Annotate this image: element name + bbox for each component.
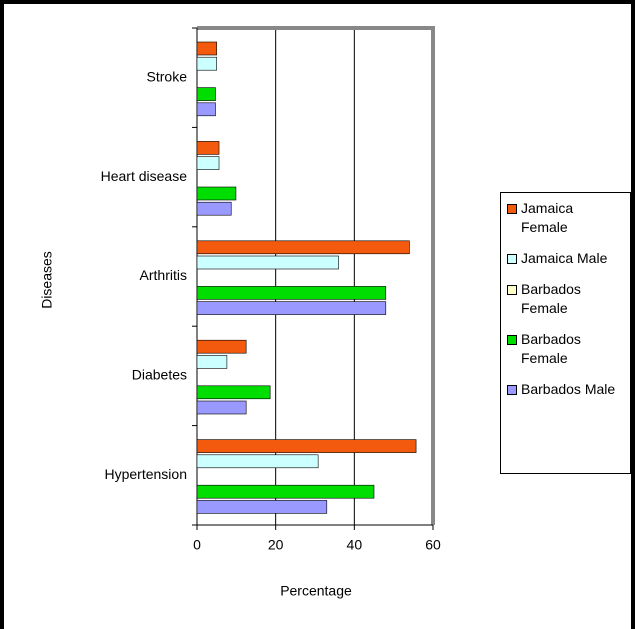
- y-tick-label: Heart disease: [101, 168, 188, 184]
- bar: [196, 355, 228, 369]
- legend-swatch: [507, 254, 517, 264]
- bar: [196, 385, 271, 400]
- x-tick-label: 40: [347, 537, 363, 553]
- x-axis-label: Percentage: [280, 583, 352, 599]
- bar: [196, 301, 387, 315]
- bar: [196, 87, 216, 101]
- bar: [196, 339, 247, 354]
- bar: [196, 286, 387, 300]
- legend-label: Jamaica Male: [521, 250, 608, 266]
- legend-label: Barbados Female: [521, 281, 581, 316]
- legend-item: Barbados Male: [505, 380, 626, 399]
- legend-swatch: [507, 335, 517, 345]
- plot-border: [197, 26, 435, 525]
- legend-item: Jamaica Female: [505, 199, 626, 237]
- bar: [196, 56, 217, 71]
- bar: [196, 454, 319, 469]
- bar: [196, 102, 216, 117]
- bar: [196, 240, 410, 255]
- legend-label: Jamaica Female: [521, 200, 574, 235]
- x-tick-label: 60: [425, 537, 441, 553]
- legend-item: Barbados Female: [505, 330, 626, 368]
- bar: [196, 484, 375, 499]
- y-tick-label: Diabetes: [132, 367, 187, 383]
- bar: [196, 500, 328, 514]
- legend-swatch: [507, 385, 517, 395]
- legend-label: Barbados Male: [521, 381, 616, 397]
- bar: [196, 400, 247, 415]
- y-axis-label: Diseases: [39, 251, 55, 309]
- legend-item: Jamaica Male: [505, 249, 626, 268]
- bar: [196, 186, 237, 201]
- bar: [196, 255, 339, 270]
- legend: Jamaica Female Jamaica Male Barbados Femal…: [500, 192, 631, 474]
- bar: [196, 439, 417, 453]
- legend-swatch: [507, 204, 517, 214]
- bar: [196, 141, 220, 155]
- legend-swatch: [507, 285, 517, 295]
- legend-item: Barbados Female: [505, 280, 626, 318]
- y-tick-label: Stroke: [147, 68, 188, 84]
- y-tick-label: Hypertension: [105, 466, 188, 482]
- bar: [196, 156, 220, 170]
- bar: [196, 201, 232, 216]
- y-tick-label: Arthritis: [140, 267, 187, 283]
- x-tick-label: 20: [268, 537, 284, 553]
- x-tick-label: 0: [193, 537, 201, 553]
- bar: [196, 41, 217, 56]
- legend-label: Barbados Female: [521, 331, 581, 366]
